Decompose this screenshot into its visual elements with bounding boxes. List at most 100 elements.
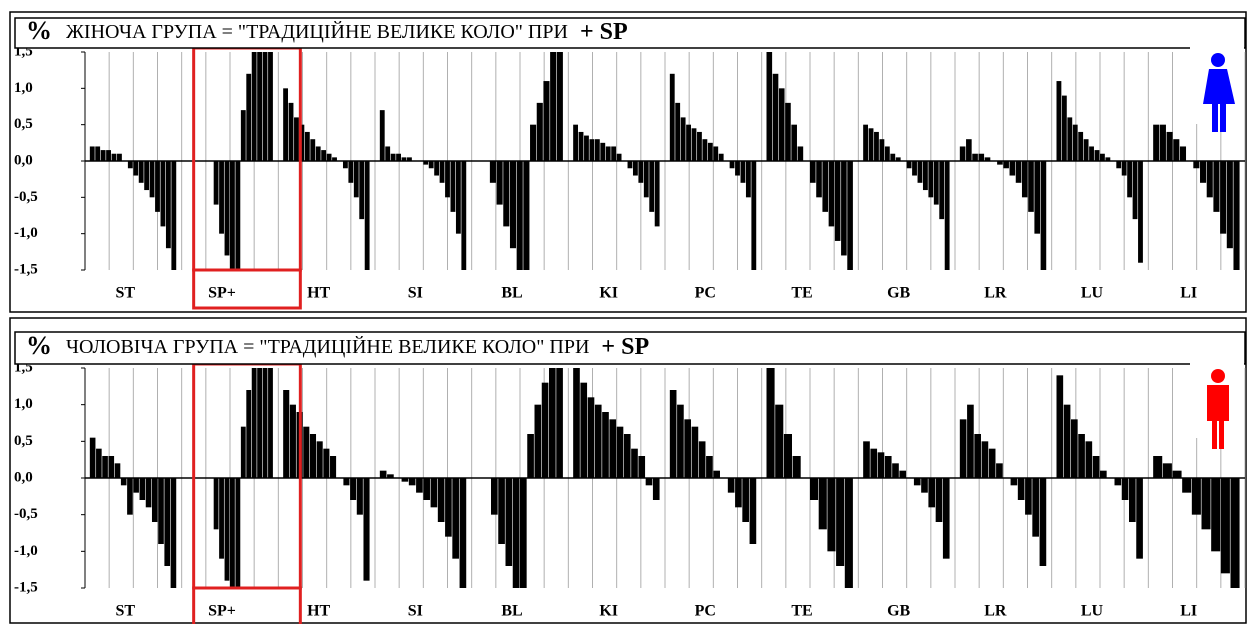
bar bbox=[632, 161, 638, 176]
bar bbox=[512, 478, 520, 588]
bar bbox=[294, 117, 299, 161]
bar bbox=[706, 456, 713, 478]
bar bbox=[523, 161, 530, 270]
bar bbox=[309, 434, 317, 478]
x-tick-label: GB bbox=[887, 285, 910, 302]
bar bbox=[240, 426, 246, 478]
bar bbox=[1040, 161, 1047, 270]
bar bbox=[1028, 161, 1034, 212]
bar bbox=[834, 161, 841, 241]
bar bbox=[594, 139, 600, 161]
bar bbox=[326, 153, 332, 161]
bar bbox=[578, 131, 584, 161]
y-axis-label: % bbox=[26, 16, 52, 45]
bar bbox=[988, 448, 996, 478]
bar bbox=[536, 102, 543, 161]
bar bbox=[1153, 456, 1163, 478]
bar bbox=[213, 478, 219, 530]
bar bbox=[797, 146, 804, 161]
bar bbox=[356, 478, 363, 515]
y-tick-label: -1,5 bbox=[14, 579, 38, 595]
title-suffix: + SP bbox=[601, 334, 649, 360]
bar bbox=[401, 157, 407, 161]
bar bbox=[942, 478, 950, 559]
bar bbox=[1110, 161, 1116, 162]
bar bbox=[1039, 478, 1047, 566]
bar bbox=[268, 368, 273, 478]
bar bbox=[740, 161, 746, 183]
bar bbox=[186, 161, 192, 162]
bar bbox=[138, 161, 144, 183]
bar bbox=[170, 478, 177, 588]
bar bbox=[707, 142, 713, 161]
title-suffix: + SP bbox=[580, 19, 628, 45]
bar bbox=[928, 161, 934, 198]
bar bbox=[455, 161, 461, 234]
bar bbox=[556, 52, 563, 161]
bar bbox=[573, 368, 580, 478]
bar bbox=[401, 478, 409, 482]
y-tick-label: 1,0 bbox=[14, 396, 33, 412]
bar bbox=[379, 470, 387, 478]
bar bbox=[884, 146, 890, 161]
bar bbox=[766, 368, 775, 478]
bar bbox=[783, 434, 792, 478]
bar bbox=[139, 478, 146, 500]
bar bbox=[171, 161, 177, 270]
bar bbox=[543, 81, 550, 161]
bar bbox=[847, 161, 853, 270]
bar bbox=[649, 161, 655, 212]
x-tick-label: GB bbox=[887, 603, 910, 620]
bar bbox=[785, 102, 791, 161]
bar bbox=[912, 161, 917, 176]
bar bbox=[483, 478, 491, 479]
bar bbox=[95, 146, 101, 161]
bar bbox=[609, 419, 617, 478]
bar bbox=[364, 161, 370, 270]
bar bbox=[100, 150, 106, 161]
bar bbox=[702, 139, 708, 161]
y-tick-label: 0,0 bbox=[14, 469, 33, 485]
bar bbox=[691, 426, 699, 478]
bar bbox=[476, 161, 483, 162]
bar bbox=[1085, 441, 1093, 478]
bar bbox=[127, 478, 133, 515]
bar bbox=[828, 161, 835, 227]
bar bbox=[895, 157, 901, 161]
bar bbox=[1179, 146, 1187, 161]
bar bbox=[541, 382, 549, 478]
bar bbox=[933, 161, 939, 205]
bar bbox=[981, 441, 989, 478]
bar bbox=[645, 478, 653, 486]
bar bbox=[483, 161, 490, 162]
bar bbox=[775, 404, 784, 478]
bar bbox=[549, 368, 556, 478]
bar bbox=[1230, 478, 1240, 588]
bar bbox=[408, 478, 416, 486]
bar bbox=[498, 478, 505, 544]
bar bbox=[158, 478, 164, 544]
bar bbox=[643, 161, 649, 198]
bar bbox=[299, 124, 305, 161]
bar bbox=[1162, 463, 1172, 478]
bar bbox=[587, 397, 595, 478]
bar bbox=[1072, 124, 1078, 161]
bar bbox=[1089, 146, 1094, 161]
bar bbox=[396, 153, 401, 161]
bar bbox=[428, 161, 434, 169]
x-tick-label: SP+ bbox=[208, 285, 236, 302]
bar bbox=[224, 478, 230, 581]
bar bbox=[461, 161, 467, 270]
y-tick-label: -1,0 bbox=[14, 225, 38, 241]
bar bbox=[1206, 161, 1213, 198]
icon-body bbox=[1207, 385, 1229, 449]
bar bbox=[509, 161, 517, 249]
bar bbox=[516, 161, 523, 270]
bar bbox=[219, 161, 224, 234]
bar bbox=[803, 161, 810, 162]
y-axis-label: % bbox=[26, 331, 52, 360]
bar bbox=[353, 161, 359, 198]
bar bbox=[616, 426, 624, 478]
bar bbox=[1220, 478, 1230, 574]
bar bbox=[810, 161, 816, 183]
